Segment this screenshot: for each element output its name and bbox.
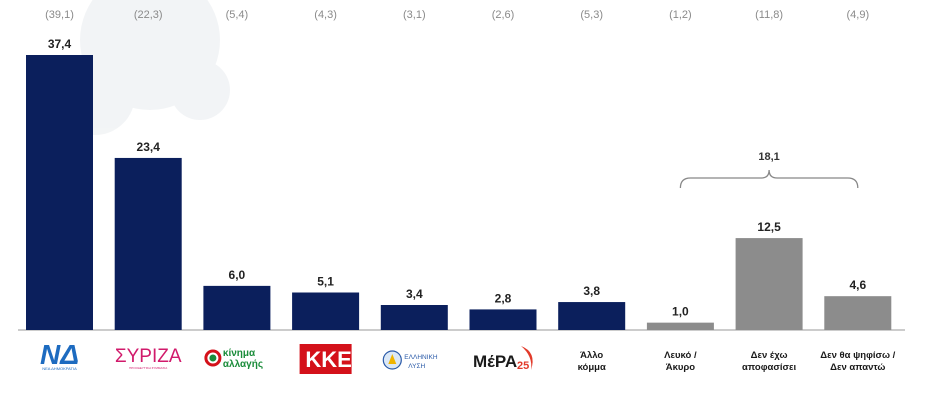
svg-text:ΝΔ: ΝΔ bbox=[40, 339, 79, 370]
data-label: 12,5 bbox=[757, 220, 781, 234]
data-label: 3,8 bbox=[583, 284, 600, 298]
svg-text:ΣΥΡΙΖΑ: ΣΥΡΙΖΑ bbox=[115, 346, 182, 367]
previous-value-label: (5,4) bbox=[226, 9, 249, 21]
category-label: Άλλο κόμμα bbox=[578, 350, 606, 373]
bar bbox=[380, 305, 448, 330]
data-label: 6,0 bbox=[229, 268, 246, 282]
svg-text:25: 25 bbox=[517, 360, 529, 372]
svg-text:ΝΕΑ ΔΗΜΟΚΡΑΤΙΑ: ΝΕΑ ΔΗΜΟΚΡΑΤΙΑ bbox=[42, 366, 77, 371]
previous-value-label: (11,8) bbox=[755, 9, 783, 21]
bar bbox=[203, 285, 271, 330]
data-label: 4,6 bbox=[849, 278, 866, 292]
kke-logo: ΚΚΕ bbox=[299, 344, 352, 374]
previous-value-label: (4,3) bbox=[314, 9, 337, 21]
data-label: 5,1 bbox=[317, 275, 334, 289]
svg-text:ΛΥΣΗ: ΛΥΣΗ bbox=[408, 363, 425, 370]
data-label: 3,4 bbox=[406, 287, 423, 301]
mera25-logo: ΜέΡΑ 25 bbox=[473, 346, 533, 372]
previous-value-label: (22,3) bbox=[134, 9, 163, 21]
bar bbox=[558, 302, 626, 330]
bar bbox=[292, 292, 360, 330]
data-label: 23,4 bbox=[137, 140, 161, 154]
bracket-total-label: 18,1 bbox=[758, 151, 779, 163]
previous-value-label: (3,1) bbox=[403, 9, 426, 21]
bar bbox=[646, 322, 714, 330]
bar bbox=[735, 238, 803, 330]
category-label: Λευκό / Άκυρο bbox=[664, 350, 697, 373]
bar bbox=[114, 157, 182, 330]
previous-value-label: (1,2) bbox=[669, 9, 692, 21]
data-label: 1,0 bbox=[672, 305, 689, 319]
svg-text:αλλαγής: αλλαγής bbox=[223, 359, 263, 370]
group-bracket bbox=[679, 169, 859, 189]
category-label: Δεν έχω αποφασίσει bbox=[742, 350, 796, 373]
data-label: 2,8 bbox=[495, 291, 512, 305]
previous-value-label: (39,1) bbox=[45, 9, 74, 21]
bar bbox=[824, 296, 892, 330]
category-label: Δεν θα ψηφίσω / Δεν απαντώ bbox=[820, 350, 895, 373]
elliniki-lysi-logo: ΕΛΛΗΝΙΚΗ ΛΥΣΗ bbox=[382, 350, 438, 370]
previous-value-label: (4,9) bbox=[846, 9, 869, 21]
bar bbox=[469, 309, 537, 330]
svg-text:κίνημα: κίνημα bbox=[223, 348, 256, 359]
data-label: 37,4 bbox=[48, 37, 72, 51]
previous-value-label: (2,6) bbox=[492, 9, 515, 21]
bar bbox=[26, 55, 93, 330]
svg-text:ΜέΡΑ: ΜέΡΑ bbox=[473, 352, 517, 371]
svg-text:ΠΡΟΟΔΕΥΤΙΚΗ ΣΥΜΜΑΧΙΑ: ΠΡΟΟΔΕΥΤΙΚΗ ΣΥΜΜΑΧΙΑ bbox=[129, 366, 167, 370]
previous-value-label: (5,3) bbox=[580, 9, 603, 21]
svg-text:ΚΚΕ: ΚΚΕ bbox=[305, 347, 351, 372]
svg-text:ΕΛΛΗΝΙΚΗ: ΕΛΛΗΝΙΚΗ bbox=[404, 354, 438, 361]
